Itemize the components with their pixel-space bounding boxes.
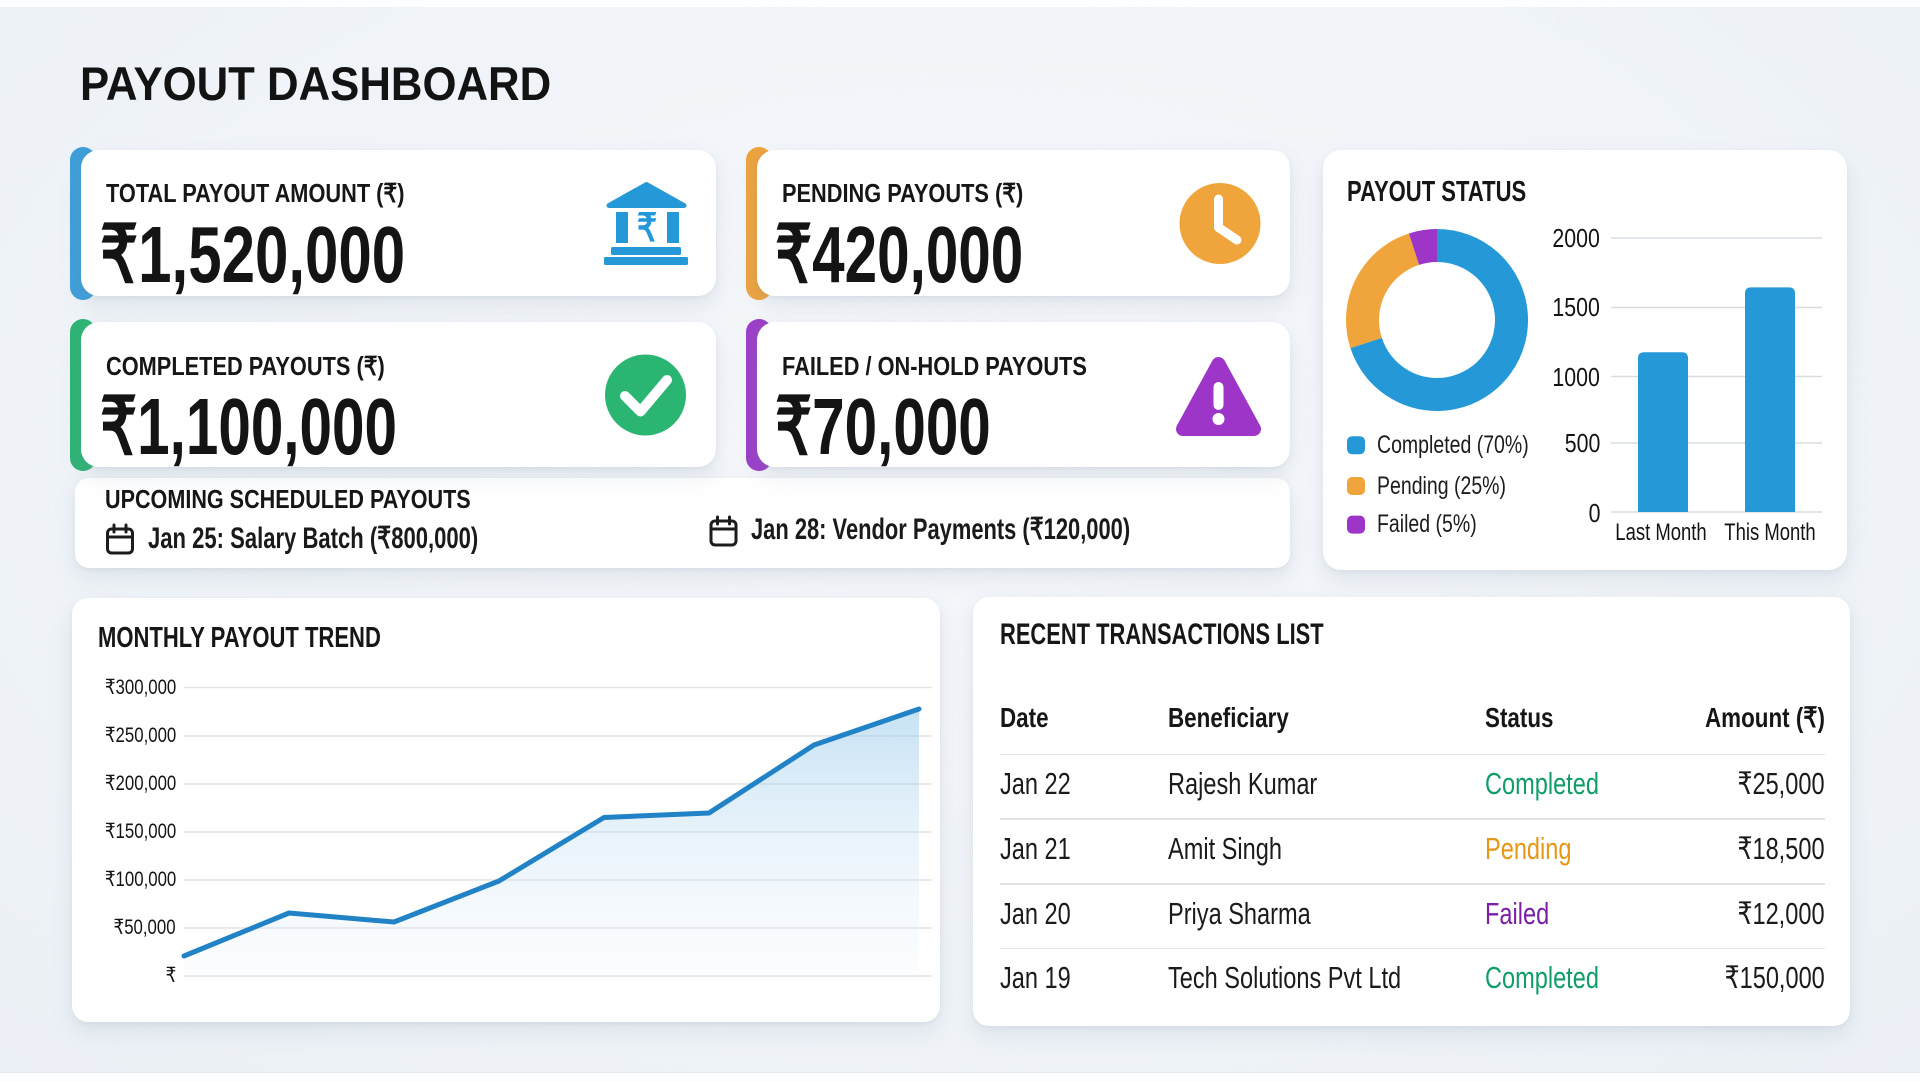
svg-text:₹: ₹ <box>637 206 657 250</box>
